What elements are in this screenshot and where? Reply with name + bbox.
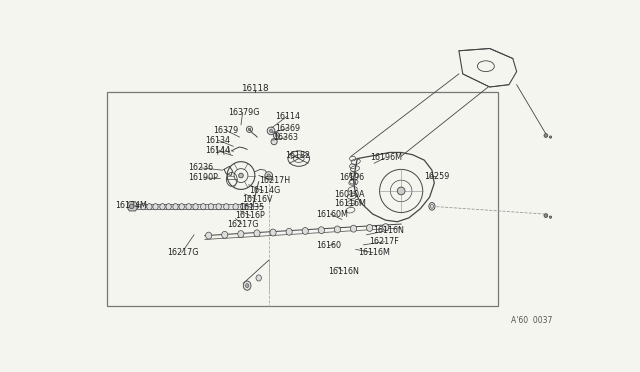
- Ellipse shape: [186, 203, 191, 210]
- Text: 16116M: 16116M: [358, 248, 390, 257]
- Circle shape: [275, 134, 278, 137]
- Text: 16379: 16379: [213, 126, 239, 135]
- Circle shape: [265, 172, 273, 179]
- Circle shape: [273, 132, 280, 139]
- Circle shape: [549, 216, 552, 218]
- Text: 16196M: 16196M: [371, 153, 403, 162]
- Text: 16116V: 16116V: [242, 195, 272, 204]
- Ellipse shape: [160, 203, 165, 210]
- Ellipse shape: [383, 224, 389, 231]
- Text: 16217H: 16217H: [259, 176, 290, 185]
- Ellipse shape: [334, 226, 340, 233]
- Text: 16010A: 16010A: [334, 190, 365, 199]
- Text: A'60  0037: A'60 0037: [511, 316, 552, 325]
- Text: 16116N: 16116N: [328, 266, 359, 276]
- Ellipse shape: [302, 228, 308, 234]
- Text: 16134M: 16134M: [115, 201, 147, 210]
- Ellipse shape: [233, 203, 238, 210]
- Text: 16236: 16236: [189, 163, 214, 172]
- Ellipse shape: [205, 232, 212, 239]
- Ellipse shape: [216, 203, 221, 210]
- Circle shape: [246, 126, 253, 132]
- Ellipse shape: [254, 230, 260, 237]
- Text: 16118: 16118: [241, 84, 269, 93]
- Ellipse shape: [173, 203, 178, 210]
- Ellipse shape: [429, 202, 435, 210]
- Circle shape: [544, 214, 548, 218]
- Ellipse shape: [223, 203, 229, 210]
- Circle shape: [271, 139, 277, 145]
- Circle shape: [267, 174, 270, 177]
- Text: 16144: 16144: [205, 147, 230, 155]
- Bar: [137, 204, 253, 209]
- Text: 16116N: 16116N: [373, 226, 404, 235]
- Ellipse shape: [270, 229, 276, 236]
- Ellipse shape: [241, 203, 246, 210]
- Ellipse shape: [243, 281, 251, 290]
- Text: 16135: 16135: [239, 203, 264, 212]
- Ellipse shape: [367, 224, 372, 231]
- Text: 16217G: 16217G: [227, 219, 259, 228]
- Text: 16190P: 16190P: [189, 173, 218, 182]
- Ellipse shape: [193, 203, 198, 210]
- Circle shape: [544, 134, 548, 137]
- Text: 16114: 16114: [275, 112, 300, 121]
- Text: 16134: 16134: [205, 136, 230, 145]
- Text: 16160: 16160: [316, 241, 342, 250]
- Circle shape: [129, 204, 134, 209]
- Ellipse shape: [221, 231, 228, 238]
- Polygon shape: [128, 202, 137, 211]
- Ellipse shape: [141, 203, 146, 210]
- Text: 16369: 16369: [275, 124, 300, 133]
- Circle shape: [239, 173, 243, 178]
- Ellipse shape: [286, 228, 292, 235]
- Circle shape: [267, 127, 275, 135]
- Text: 16116P: 16116P: [236, 211, 266, 220]
- Circle shape: [248, 128, 251, 131]
- Ellipse shape: [179, 203, 184, 210]
- Ellipse shape: [238, 231, 244, 238]
- Text: 16379G: 16379G: [228, 108, 259, 117]
- Ellipse shape: [147, 203, 152, 210]
- Ellipse shape: [256, 275, 261, 281]
- Circle shape: [397, 187, 405, 195]
- Ellipse shape: [153, 203, 158, 210]
- Text: 16160M: 16160M: [316, 209, 348, 218]
- Circle shape: [269, 129, 273, 132]
- Ellipse shape: [200, 203, 206, 210]
- Ellipse shape: [208, 203, 214, 210]
- Bar: [107, 92, 498, 307]
- Ellipse shape: [246, 284, 249, 288]
- Ellipse shape: [318, 227, 324, 234]
- Text: 16217F: 16217F: [369, 237, 399, 246]
- Text: 16196: 16196: [339, 173, 364, 182]
- Text: 16363: 16363: [273, 133, 298, 142]
- Text: 16114G: 16114G: [249, 186, 280, 195]
- Text: 16116M: 16116M: [334, 199, 366, 208]
- Text: 16259: 16259: [424, 172, 450, 181]
- Ellipse shape: [351, 225, 356, 232]
- Ellipse shape: [166, 203, 172, 210]
- Text: 16217G: 16217G: [167, 248, 198, 257]
- Circle shape: [549, 136, 552, 138]
- Text: 16182: 16182: [285, 151, 310, 160]
